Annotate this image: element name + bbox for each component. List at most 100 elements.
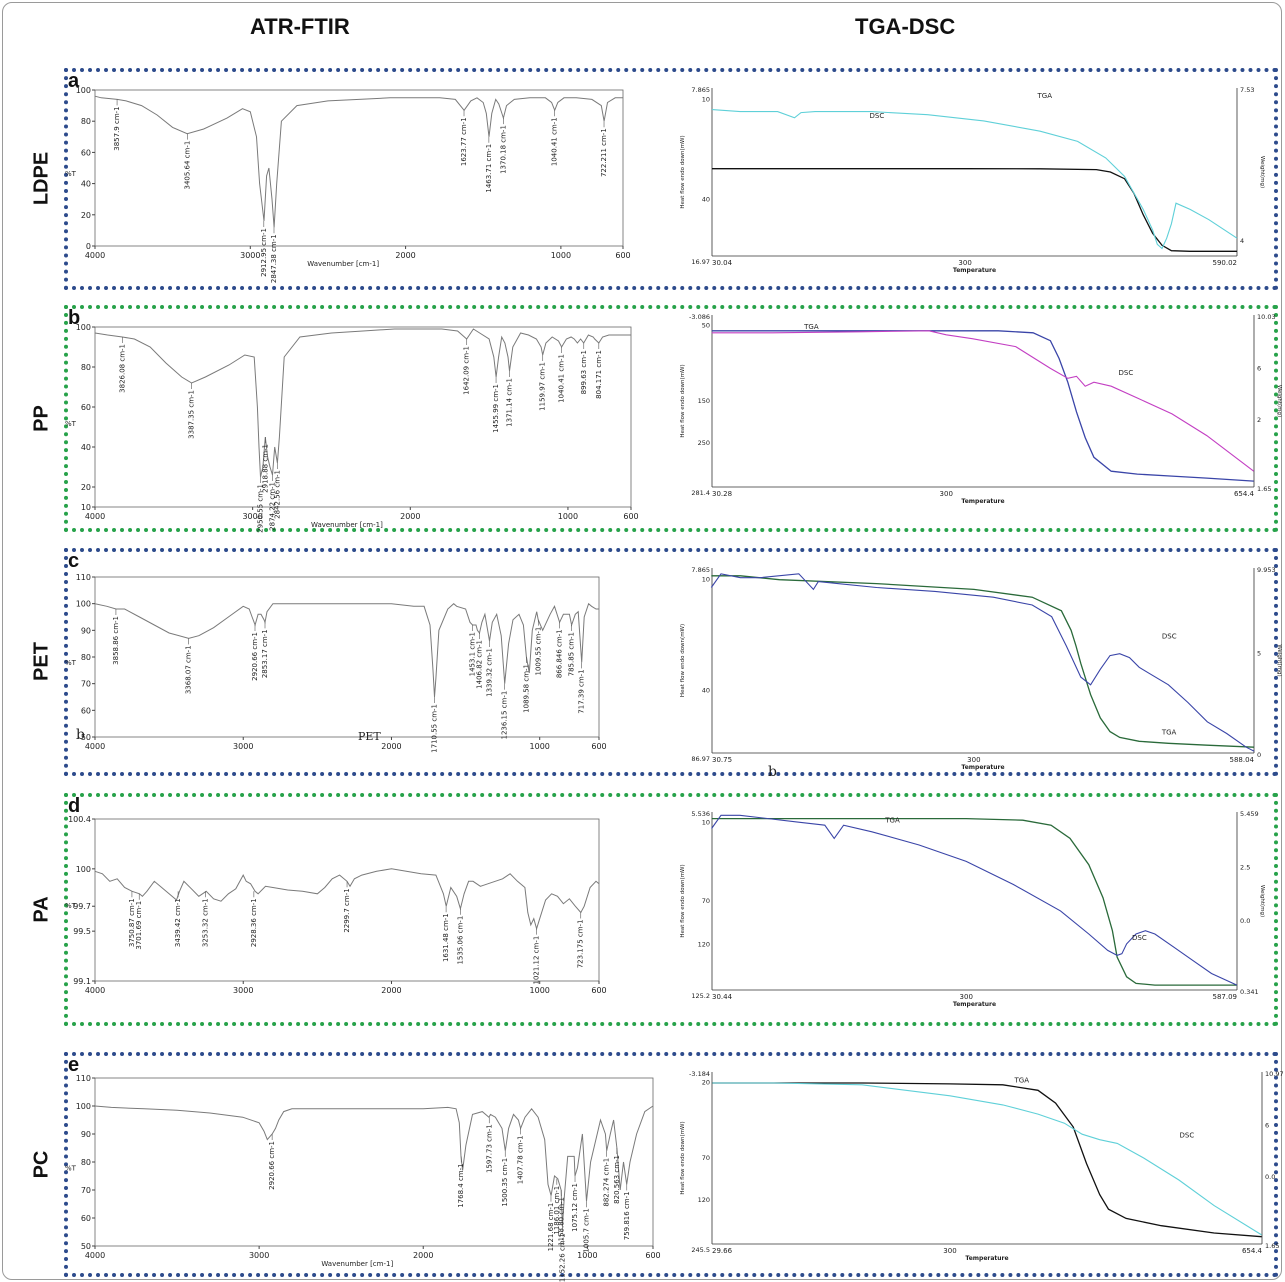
svg-text:1236.15 cm-1: 1236.15 cm-1 xyxy=(501,691,509,740)
tga-curve xyxy=(711,817,1237,986)
svg-text:1040.41 cm-1: 1040.41 cm-1 xyxy=(551,117,559,166)
ftir-chart-1: 4000 3000 2000 1000 600 10 20 40 60 80 100 %T Wavenu… xyxy=(65,323,639,533)
svg-text:2299.7 cm-1: 2299.7 cm-1 xyxy=(343,888,351,932)
y-tick-label: 99.1 xyxy=(73,977,91,986)
svg-text:1186.01 cm-1: 1186.01 cm-1 xyxy=(553,1186,561,1235)
x-tick-label: 600 xyxy=(615,251,630,260)
svg-text:2874.22 cm-1: 2874.22 cm-1 xyxy=(268,482,276,531)
svg-text:2842.56 cm-1: 2842.56 cm-1 xyxy=(273,470,281,519)
ftir-spectrum-line xyxy=(94,868,600,931)
x-tick-label: 4000 xyxy=(85,512,105,521)
y-tick-label: 99.7 xyxy=(73,902,91,911)
svg-text:785.85 cm-1: 785.85 cm-1 xyxy=(567,632,575,676)
left-axis-label: Heat flow endo down(mW) xyxy=(680,1121,686,1194)
x-tick-label: 654.4 xyxy=(1242,1247,1263,1255)
tga-curve xyxy=(712,1082,1262,1238)
peak-annotation: 1186.01 cm-1 xyxy=(553,1178,561,1235)
peak-annotation: 1040.41 cm-1 xyxy=(551,110,559,166)
column-title-tga-dsc: TGA-DSC xyxy=(855,14,956,39)
ftir-spectrum-line xyxy=(94,328,631,478)
left-axis-label: Heat flow endo down(mW) xyxy=(680,624,686,697)
panel-letter-e: e xyxy=(68,1054,80,1076)
x-tick-label: 600 xyxy=(623,512,638,521)
peak-annotation: 1535.06 cm-1 xyxy=(456,908,464,965)
peak-annotation: 866.846 cm-1 xyxy=(555,622,563,678)
peak-annotation: 3368.07 cm-1 xyxy=(185,638,193,694)
svg-text:1152.26 cm-1: 1152.26 cm-1 xyxy=(558,1233,566,1282)
x-tick-label: 2000 xyxy=(400,512,420,521)
left-tick-label: 5.536 xyxy=(691,810,710,818)
tga-series-label: TGA xyxy=(884,817,900,825)
peak-annotation: 785.85 cm-1 xyxy=(567,625,575,676)
peak-annotation: 759.816 cm-1 xyxy=(623,1184,631,1240)
x-tick-label: 600 xyxy=(591,986,606,995)
x-tick-label: 3000 xyxy=(242,512,262,521)
peak-annotation: 1407.78 cm-1 xyxy=(516,1128,524,1184)
ftir-spectrum-line xyxy=(94,1105,654,1227)
peak-annotation: 882.274 cm-1 xyxy=(603,1150,611,1207)
peak-annotation: 1370.18 cm-1 xyxy=(499,118,507,174)
dsc-series-label: DSC xyxy=(870,112,885,120)
left-tick-label: 10 xyxy=(702,819,710,827)
y-tick-label: 110 xyxy=(76,1074,91,1083)
svg-text:3858.86 cm-1: 3858.86 cm-1 xyxy=(112,616,120,665)
row-border-ldpe xyxy=(64,68,1278,290)
ftir-chart-3: 4000 3000 2000 1000 600 99.1 99.5 99.7 100 100.4%… xyxy=(65,815,607,995)
x-tick-label: 3000 xyxy=(233,742,253,751)
y-tick-label: 20 xyxy=(81,483,91,492)
y-tick-label: 60 xyxy=(81,706,91,715)
left-tick-label: 120 xyxy=(698,1196,710,1204)
y-tick-label: 100 xyxy=(76,600,91,609)
dsc-curve xyxy=(712,1082,1262,1236)
svg-text:759.816 cm-1: 759.816 cm-1 xyxy=(623,1191,631,1240)
x-tick-label: 30.44 xyxy=(712,993,733,1001)
right-tick-label: 1.65 xyxy=(1265,1242,1279,1250)
peak-annotation: 2299.7 cm-1 xyxy=(343,881,351,933)
x-tick-label: 4000 xyxy=(85,742,105,751)
ftir-chart-4: 4000 3000 2000 1000 600 50 60 70 80 90 100 110 %T Wav… xyxy=(65,1074,661,1282)
svg-text:2912.95 cm-1: 2912.95 cm-1 xyxy=(260,228,268,277)
x-tick-label: 588.04 xyxy=(1230,756,1255,764)
pet-ftir-sub-b: b xyxy=(76,727,85,743)
ftir-chart-0: 4000 3000 2000 1000 600 0 20 40 60 80 100 %T Wavenum… xyxy=(65,86,631,283)
left-tick-label: 40 xyxy=(702,195,710,203)
left-tick-label: 10 xyxy=(702,576,710,584)
left-axis-label: Heat flow endo down(mW) xyxy=(680,864,686,937)
right-axis-label: Weight(mg) xyxy=(1259,885,1265,917)
y-tick-label: 60 xyxy=(81,1214,91,1223)
right-tick-label: 0.341 xyxy=(1240,988,1259,996)
row-label-pet: PET xyxy=(30,642,53,681)
peak-annotation: 3405.64 cm-1 xyxy=(183,133,191,190)
svg-text:1623.77 cm-1: 1623.77 cm-1 xyxy=(460,117,468,166)
row-border-pc xyxy=(64,1052,1278,1277)
peak-annotation: 2920.66 cm-1 xyxy=(268,1134,276,1190)
peak-annotation: 1455.99 cm-1 xyxy=(492,377,500,433)
x-tick-label: 1000 xyxy=(530,986,550,995)
svg-text:1040.41 cm-1: 1040.41 cm-1 xyxy=(558,354,566,403)
peak-annotation: 3858.86 cm-1 xyxy=(112,609,120,665)
peak-annotation: 1089.58 cm-1 xyxy=(522,657,530,713)
y-tick-label: 50 xyxy=(81,1242,91,1251)
x-tick-label: 1000 xyxy=(551,251,571,260)
peak-annotation: 1371.14 cm-1 xyxy=(505,371,513,427)
svg-text:1463.71 cm-1: 1463.71 cm-1 xyxy=(485,144,493,193)
y-tick-label: 100 xyxy=(76,86,91,95)
right-tick-label: 2.5 xyxy=(1240,863,1250,871)
tga-curve xyxy=(711,330,1254,482)
x-axis-label: Temperature xyxy=(953,267,996,274)
svg-text:1407.78 cm-1: 1407.78 cm-1 xyxy=(516,1135,524,1184)
x-tick-label: 587.09 xyxy=(1213,993,1238,1001)
svg-text:1339.32 cm-1: 1339.32 cm-1 xyxy=(485,648,493,697)
tga-series-label: TGA xyxy=(1161,729,1177,737)
y-tick-label: 70 xyxy=(81,680,91,689)
x-tick-label: 2000 xyxy=(381,742,401,751)
y-tick-label: 80 xyxy=(81,117,91,126)
svg-text:1159.97 cm-1: 1159.97 cm-1 xyxy=(539,362,547,411)
svg-text:1768.4 cm-1: 1768.4 cm-1 xyxy=(457,1163,465,1207)
row-border-pa xyxy=(64,793,1278,1026)
svg-text:882.274 cm-1: 882.274 cm-1 xyxy=(603,1158,611,1207)
y-axis-label: %T xyxy=(65,420,77,428)
peak-annotation: 2874.22 cm-1 xyxy=(268,475,276,531)
y-tick-label: 80 xyxy=(81,363,91,372)
